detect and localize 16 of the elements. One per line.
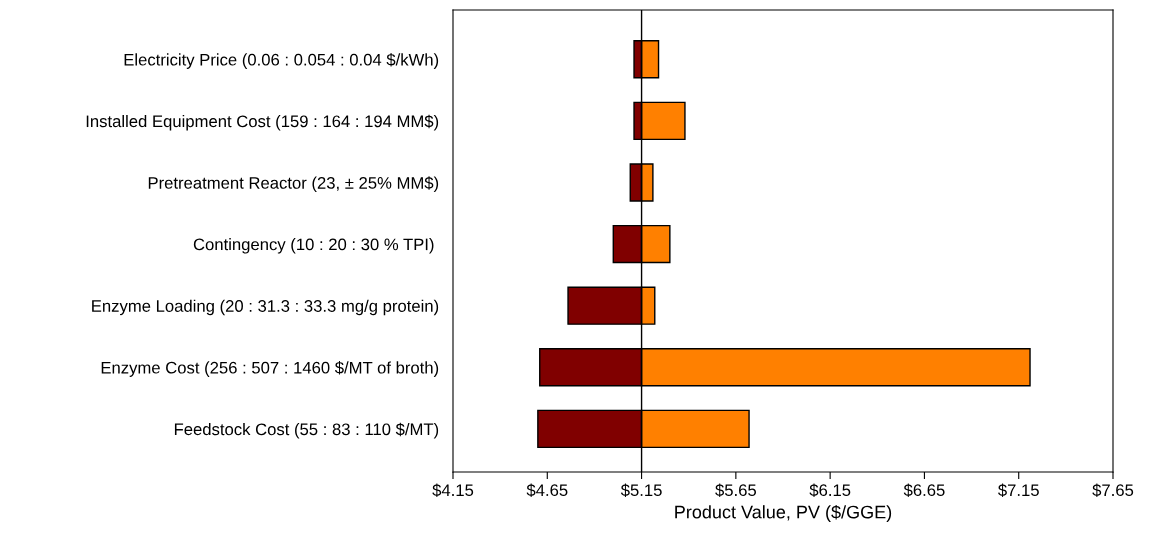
x-tick-label: $4.65	[526, 483, 568, 498]
y-tick-label: Pretreatment Reactor (23, ± 25% MM$)	[148, 176, 439, 193]
y-tick-label: Electricity Price (0.06 : 0.054 : 0.04 $/kWh)	[124, 53, 439, 69]
y-tick-label: Contingency (10 : 20 : 30 % TPI)	[193, 238, 434, 254]
x-tick-label: $7.65	[1092, 483, 1134, 498]
x-tick-label: $6.15	[809, 483, 851, 498]
x-tick-label: $7.15	[998, 483, 1039, 498]
y-tick-label: Feedstock Cost (55 : 83 : 110 $/MT)	[174, 422, 439, 439]
y-tick-label: Installed Equipment Cost (159 : 164 : 194 MM$)	[86, 114, 439, 131]
y-tick-label: Enzyme Loading (20 : 31.3 : 33.3 mg/g protein)	[92, 299, 439, 316]
y-tick-label: Enzyme Cost (256 : 507 : 1460 $/MT of broth)	[101, 361, 439, 377]
x-axis-title: Product Value, PV ($/GGE)	[675, 504, 892, 522]
x-tick-label: $6.65	[903, 483, 945, 498]
x-tick-label: $4.15	[432, 483, 474, 498]
x-tick-label: $5.65	[715, 483, 757, 498]
x-tick-label: $5.15	[620, 483, 662, 498]
